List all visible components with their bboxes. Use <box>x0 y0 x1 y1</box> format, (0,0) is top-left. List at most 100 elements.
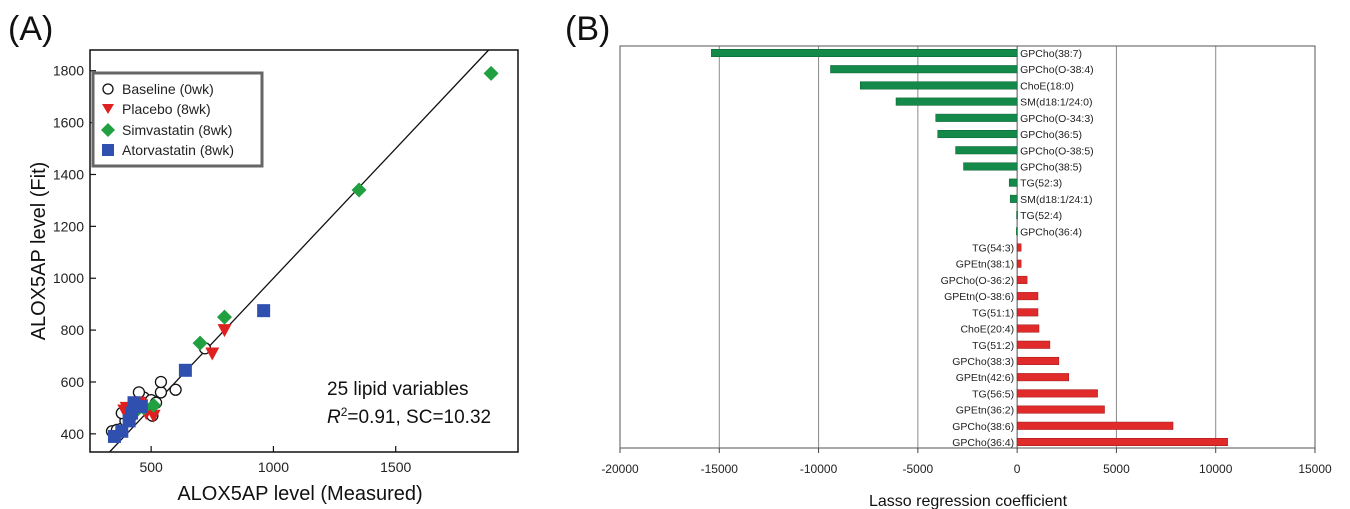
scatter-point-simvastatin <box>351 182 367 198</box>
bar-category-label: GPCho(36:4) <box>952 437 1014 449</box>
panel-a-label: (A) <box>8 10 53 48</box>
bars-group <box>711 49 1228 446</box>
x-axis-ticks: 500 1000 1500 <box>139 446 411 475</box>
scatter-point-baseline <box>132 386 146 399</box>
scatter-point-placebo <box>205 347 220 361</box>
scatter-point-simvastatin <box>192 335 208 351</box>
bar-x-tick-label: 10000 <box>1199 462 1233 476</box>
scatter-point-placebo <box>217 324 232 338</box>
y-tick-label: 1200 <box>53 218 84 234</box>
bar-x-tick-label: 0 <box>1014 462 1021 476</box>
coefficient-bar <box>860 81 1018 90</box>
coefficient-bar <box>963 162 1018 171</box>
scatter-legend: Baseline (0wk) Placebo (8wk) Simvastatin… <box>91 71 264 168</box>
bar-category-label: GPCho(38:3) <box>952 356 1014 368</box>
legend-label-placebo: Placebo (8wk) <box>122 101 211 117</box>
coefficient-bar <box>955 146 1018 155</box>
y-tick-label: 1800 <box>53 63 84 79</box>
legend-square-marker <box>102 144 114 156</box>
scatter-point-atorvastatin <box>134 400 148 414</box>
legend-diamond-marker <box>101 123 115 137</box>
scatter-point-baseline <box>154 386 168 399</box>
coefficient-bar <box>1016 340 1051 349</box>
bar-category-label: TG(51:1) <box>972 307 1014 319</box>
scatter-point-atorvastatin <box>115 424 129 438</box>
coefficient-bar <box>1016 324 1040 333</box>
scatter-plot-frame <box>89 49 519 453</box>
coefficient-bar <box>1016 389 1098 398</box>
coefficient-bar <box>1016 373 1070 382</box>
bar-category-label: GPEtn(42:6) <box>956 372 1014 384</box>
coefficient-bar <box>937 130 1018 139</box>
scatter-points-group <box>105 65 499 443</box>
bar-category-label: GPEtn(36:2) <box>956 405 1014 417</box>
x-tick-label: 1000 <box>258 459 289 475</box>
bar-category-label: GPCho(38:7) <box>1020 48 1082 60</box>
coefficient-bar <box>1016 438 1228 446</box>
x-tick-label: 1500 <box>380 459 411 475</box>
annotation-r-value: =0.91, SC=10.32 <box>347 407 491 428</box>
bar-category-label: TG(56:5) <box>972 388 1014 400</box>
bar-chart-gridlines <box>718 46 1217 448</box>
bar-category-label: GPCho(O-36:2) <box>941 275 1015 287</box>
y-tick-label: 1000 <box>53 270 84 286</box>
scatter-point-baseline <box>154 375 168 389</box>
bar-x-axis-ticks: -20000 -15000 -10000 -5000 0 5000 10000 15000 <box>601 448 1332 476</box>
bar-plot-frame <box>619 45 1316 449</box>
bar-category-label: ChoE(20:4) <box>960 324 1014 336</box>
coefficient-bar <box>895 97 1018 106</box>
annotation-fit-stats: R2=0.91, SC=10.32 <box>327 405 491 428</box>
bar-category-label: TG(52:4) <box>1020 210 1062 222</box>
scatter-point-atorvastatin <box>178 363 192 377</box>
bar-category-label: GPCho(36:4) <box>1020 226 1082 238</box>
scatter-y-axis-title: ALOX5AP level (Fit) <box>28 162 50 341</box>
bar-x-axis-title: Lasso regression coefficient <box>869 493 1068 509</box>
annotation-variables: 25 lipid variables <box>327 379 469 400</box>
y-tick-label: 1400 <box>53 166 84 182</box>
annotation-r-superscript: 2 <box>341 405 348 419</box>
coefficient-bar <box>1008 178 1018 187</box>
bar-category-label: TG(51:2) <box>972 340 1014 352</box>
bar-category-label: TG(54:3) <box>972 243 1014 255</box>
legend-label-simvastatin: Simvastatin (8wk) <box>122 122 232 138</box>
bar-category-label: GPEtn(O-38:6) <box>944 291 1014 303</box>
legend-label-baseline: Baseline (0wk) <box>122 81 214 97</box>
bar-category-label: GPCho(36:5) <box>1020 129 1082 141</box>
x-tick-label: 500 <box>139 459 163 475</box>
coefficient-bar <box>711 49 1018 57</box>
coefficient-bar <box>1016 308 1039 317</box>
bar-category-label: GPCho(O-38:5) <box>1020 145 1094 157</box>
scatter-chart: 500 1000 1500 400 600 800 1000 1200 1400 1600 180… <box>28 49 519 505</box>
bar-x-tick-label: 15000 <box>1298 462 1332 476</box>
coefficient-bar <box>1016 405 1105 414</box>
bar-x-tick-label: -10000 <box>800 462 838 476</box>
scatter-x-axis-title: ALOX5AP level (Measured) <box>177 483 422 505</box>
y-tick-label: 600 <box>61 374 85 390</box>
coefficient-bar <box>1016 259 1022 268</box>
bar-category-label: GPCho(38:6) <box>952 421 1014 433</box>
y-axis-ticks: 400 600 800 1000 1200 1400 1600 1800 <box>53 63 96 442</box>
bar-category-label: GPCho(38:5) <box>1020 161 1082 173</box>
annotation-r-symbol: R <box>327 407 341 428</box>
bar-x-tick-label: 5000 <box>1103 462 1130 476</box>
scatter-point-simvastatin <box>483 65 499 81</box>
panel-b-label: (B) <box>565 10 610 48</box>
bar-category-labels: GPCho(38:7) GPCho(O-38:4) ChoE(18:0) SM(d18… <box>941 48 1094 449</box>
coefficient-bar <box>1016 227 1018 236</box>
scatter-point-simvastatin <box>217 309 233 325</box>
bar-x-tick-label: -20000 <box>601 462 639 476</box>
coefficient-bar <box>1009 194 1018 203</box>
bar-x-tick-label: -15000 <box>701 462 739 476</box>
y-tick-label: 800 <box>61 322 85 338</box>
scatter-point-baseline <box>169 383 182 396</box>
coefficient-bar <box>1016 356 1060 365</box>
legend-box <box>91 71 264 168</box>
bar-category-label: GPCho(O-34:3) <box>1020 113 1094 125</box>
coefficient-bar <box>935 113 1018 122</box>
bar-x-tick-label: -5000 <box>903 462 934 476</box>
legend-label-atorvastatin: Atorvastatin (8wk) <box>122 142 234 158</box>
y-tick-label: 1600 <box>53 115 84 131</box>
legend-circle-marker <box>102 83 114 95</box>
coefficient-bar <box>1016 211 1018 220</box>
coefficient-bar <box>1016 292 1039 301</box>
